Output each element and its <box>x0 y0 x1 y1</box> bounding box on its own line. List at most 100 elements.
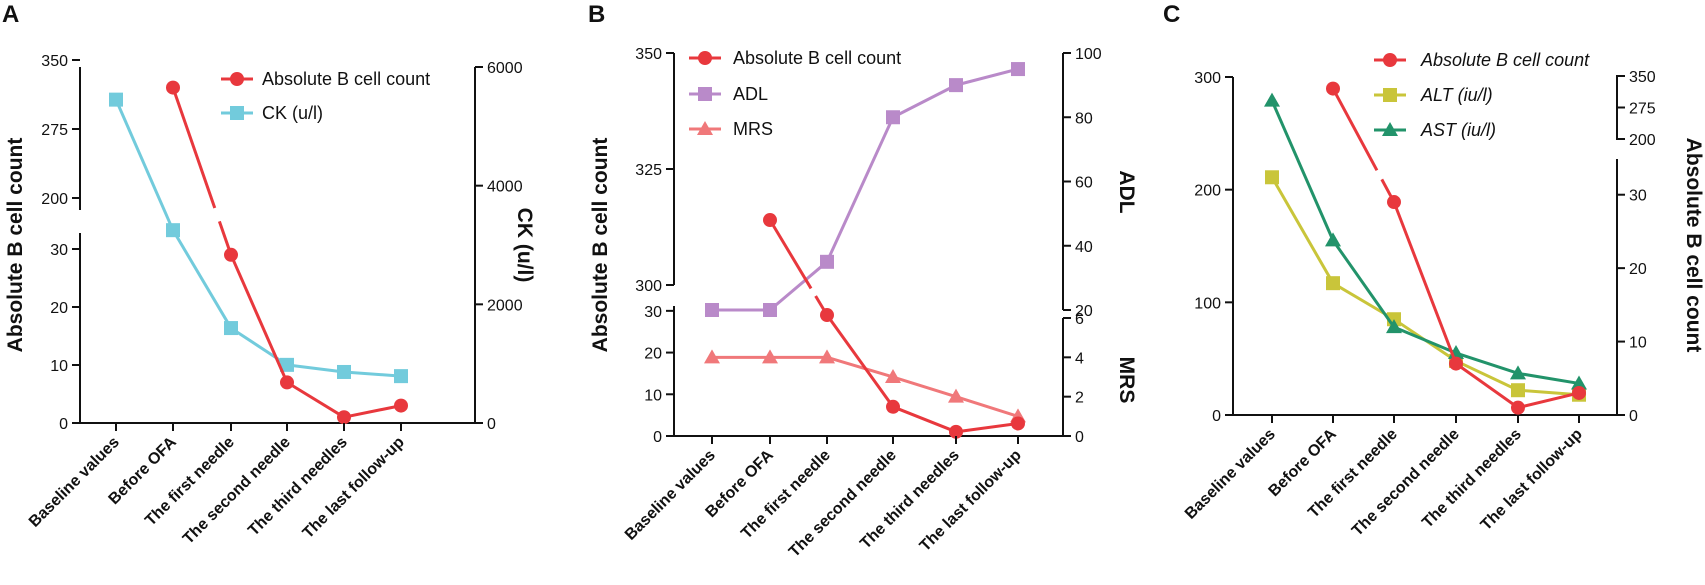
panel-c-right-axis-title: Absolute B cell count <box>1682 138 1705 353</box>
panel-a-bcell-point <box>394 398 408 413</box>
panel-c-ast-line-segment <box>1270 100 1335 241</box>
panel-b-category-label: The second needle <box>786 447 900 561</box>
panel-b-legend: Absolute B cell count ADL MRS <box>689 48 901 139</box>
panel-a-right-tick-label: 0 <box>487 416 496 433</box>
panel-a-right-tick-label: 2000 <box>487 297 523 314</box>
panel-c-bcell-point <box>1449 356 1463 371</box>
panel-b-adl-point <box>820 254 834 269</box>
panel-c-legend-label-1: ALT (iu/l) <box>1420 85 1493 105</box>
panel-a-category-label: The third needles <box>245 434 351 540</box>
panel-c-ast-point <box>1386 319 1402 334</box>
panel-c-alt-point <box>1326 276 1340 291</box>
panel-c-bcell-line-segment <box>1455 362 1519 409</box>
panel-a-ticks: 0 10 20 30 200 275 350 0 2000 4000 6000 Baseline va… <box>26 53 523 548</box>
panel-b-left-tick-label: 10 <box>644 387 662 404</box>
panel-a-marks <box>109 80 408 425</box>
panel-a-left-tick-label: 30 <box>50 242 68 259</box>
panel-b-bcell-point <box>763 213 777 228</box>
panel-b-right-lower-tick-label: 0 <box>1075 429 1084 446</box>
panel-b-bcell-point <box>820 308 834 323</box>
panel-b-right-upper-axis-title: ADL <box>1115 170 1138 213</box>
panel-c-ast-line-segment <box>1517 371 1580 385</box>
panel-a-ck-line-segment <box>286 363 345 374</box>
panel-a-ck-point <box>166 223 180 238</box>
panel-a-ck-point <box>280 357 294 372</box>
panel-c-ast-point <box>1264 92 1280 107</box>
panel-c-bcell-point <box>1326 81 1340 96</box>
panel-c-alt-point <box>1265 170 1279 185</box>
panel-b-bcell-point <box>1011 416 1025 431</box>
panel-b-left-tick-label: 30 <box>644 304 662 321</box>
panel-b-category-label: Baseline values <box>622 447 719 544</box>
panel-b-adl-point <box>949 78 963 93</box>
panel-c-bcell-point <box>1511 400 1525 415</box>
panel-a-bcell-line-segment <box>286 381 345 419</box>
panel-c-left-tick-label: 200 <box>1194 183 1221 200</box>
panel-c-category-label: The last follow-up <box>1478 426 1586 534</box>
panel-b-mrs-line-segment <box>826 355 894 379</box>
panel-c-marks <box>1264 81 1587 415</box>
panel-b-bcell-line-segment <box>825 314 895 408</box>
panel-b-bcell-point <box>886 399 900 414</box>
panel-b-right-lower-axis-title: MRS <box>1115 357 1138 404</box>
panel-a-left-tick-label: 20 <box>50 300 68 317</box>
panel-c-alt-point <box>1511 383 1525 398</box>
panel-b-right-lower-tick-label: 2 <box>1075 390 1084 407</box>
panel-b-adl-point <box>763 303 777 317</box>
panel-b-right-upper-tick-label: 100 <box>1075 46 1102 63</box>
panel-a-ck-line-segment <box>171 229 233 329</box>
panel-b-adl-line-segment <box>892 83 957 119</box>
panel-c-right-tick-label: 200 <box>1629 132 1656 149</box>
panel-c-right-tick-label: 30 <box>1629 188 1647 205</box>
panel-letter-c: C <box>1163 1 1180 28</box>
panel-c-ast-line-segment <box>1393 325 1457 355</box>
chart-panel-b: 0 10 20 30 300 325 350 20 40 60 80 100 0 2 4 6 Baseline … <box>589 46 1138 561</box>
panel-b-left-tick-label: 20 <box>644 346 662 363</box>
panel-a-bcell-point <box>337 410 351 425</box>
panel-c-left-tick-label: 100 <box>1194 295 1221 312</box>
panel-a-ck-point <box>109 92 123 107</box>
panel-letter-b: B <box>588 1 605 28</box>
panel-b-adl-point <box>705 303 719 317</box>
panel-c-bcell-line-segment <box>1517 391 1580 410</box>
panel-b-adl-line-segment <box>769 260 828 312</box>
panel-c-legend: Absolute B cell count ALT (iu/l) AST (iu… <box>1374 50 1590 140</box>
panel-b-bcell-line-segment <box>892 405 957 434</box>
panel-b-right-lower-tick-label: 4 <box>1075 350 1084 367</box>
panel-b-bcell-point <box>949 424 963 439</box>
legend-marker-circle <box>1383 53 1397 67</box>
panel-a-category-label: The last follow-up <box>300 434 408 542</box>
legend-marker-triangle <box>697 121 713 135</box>
panel-a-bcell-line-segment <box>229 254 289 384</box>
panel-a-legend: Absolute B cell count CK (u/l) <box>221 69 430 123</box>
panel-a-ck-point <box>394 369 408 384</box>
panel-c-right-tick-label: 350 <box>1629 69 1656 86</box>
panel-b-axes <box>673 53 1064 437</box>
legend-marker-square <box>230 106 244 120</box>
legend-marker-triangle <box>1382 122 1398 136</box>
panel-b-mrs-line-segment <box>892 375 957 399</box>
panel-c-left-tick-label: 0 <box>1212 408 1221 425</box>
panel-c-ticks: 0 100 200 300 0 10 20 30 200 275 350 Baseline value… <box>1182 69 1656 540</box>
panel-a-ck-line-segment <box>114 99 175 231</box>
panel-b-ticks: 0 10 20 30 300 325 350 20 40 60 80 100 0 2 4 6 Baseline … <box>622 46 1102 561</box>
panel-c-bcell-line-segment <box>1331 87 1379 171</box>
panel-b-adl-point <box>886 110 900 125</box>
panel-a-category-label: The second needle <box>180 434 294 548</box>
panel-a-ck-line-segment <box>343 370 402 378</box>
panel-b-category-label: The last follow-up <box>917 447 1025 555</box>
panel-a-ck-line-segment <box>230 326 288 367</box>
panel-b-right-upper-tick-label: 60 <box>1075 175 1093 192</box>
panel-b-left-axis-title: Absolute B cell count <box>589 138 612 353</box>
panel-c-ast-point <box>1571 375 1587 390</box>
legend-marker-circle <box>230 72 244 86</box>
panel-c-right-tick-label: 20 <box>1629 261 1647 278</box>
panel-b-right-upper-tick-label: 80 <box>1075 110 1093 127</box>
panel-b-legend-label-2: MRS <box>733 119 773 139</box>
panel-b-mrs-point <box>819 349 835 364</box>
panel-a-legend-label-1: CK (u/l) <box>262 103 323 123</box>
panel-a-bcell-point <box>224 247 238 262</box>
legend-marker-square <box>1383 88 1397 102</box>
panel-b-left-tick-label: 325 <box>635 162 662 179</box>
panel-a-legend-label-0: Absolute B cell count <box>262 69 430 89</box>
